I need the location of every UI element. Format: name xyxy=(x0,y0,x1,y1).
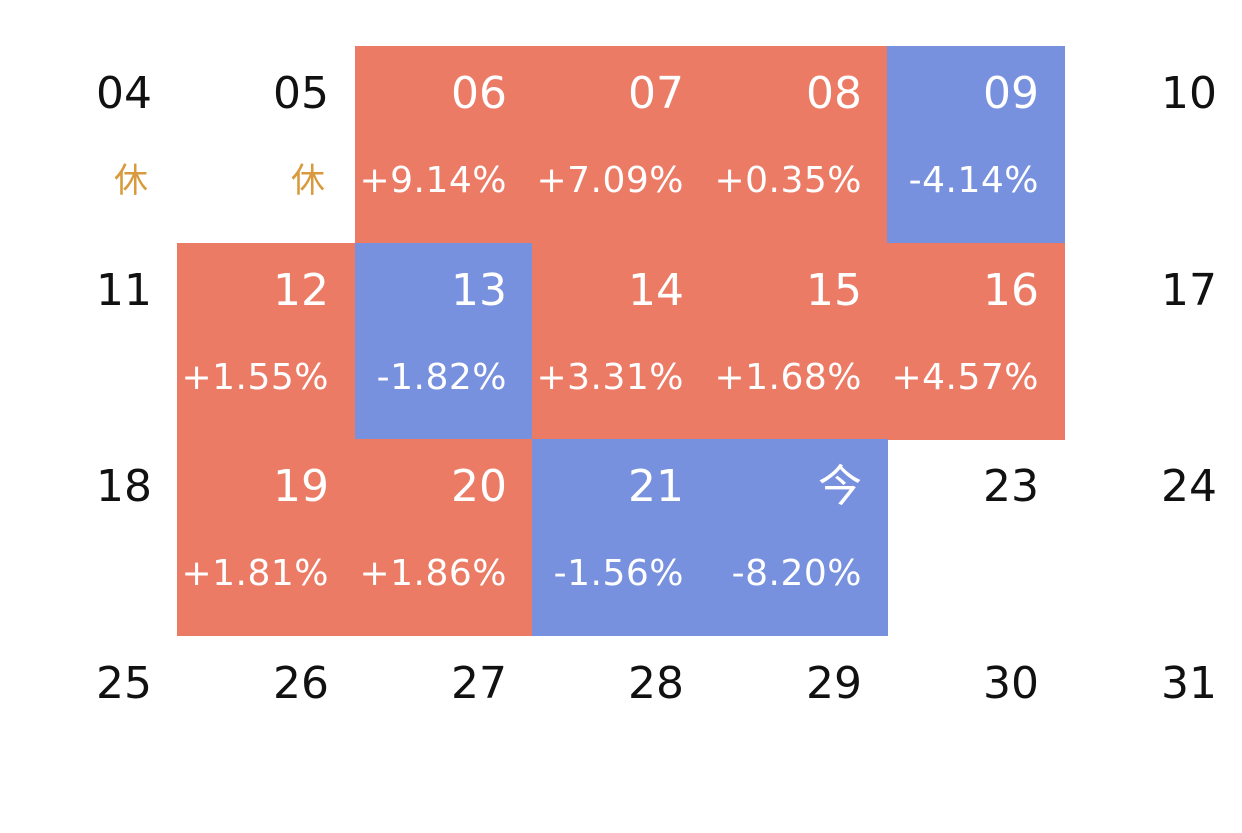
day-number: 28 xyxy=(628,658,684,709)
day-number: 21 xyxy=(628,461,684,512)
calendar-day-cell[interactable]: 11 xyxy=(0,243,178,440)
daily-change-value: +9.14% xyxy=(359,160,507,201)
calendar-day-cell[interactable]: 27 xyxy=(355,636,533,833)
calendar-day-cell[interactable]: 16 +4.57% xyxy=(887,243,1065,440)
calendar-day-cell[interactable]: 21 -1.56% xyxy=(532,439,710,636)
daily-change-value: +3.31% xyxy=(536,357,684,398)
calendar-day-cell[interactable]: 23 xyxy=(887,439,1065,636)
day-number: 26 xyxy=(273,658,329,709)
daily-change-value: -1.82% xyxy=(376,357,507,398)
calendar-grid: 04 休 05 休 06 +9.14% 07 +7.09% 08 +0.35% 09 -4.14% 10… xyxy=(0,46,1242,709)
calendar-day-cell[interactable]: 24 xyxy=(1065,439,1242,636)
day-number: 08 xyxy=(806,68,862,119)
day-number: 24 xyxy=(1161,461,1217,512)
calendar-day-cell[interactable]: 10 xyxy=(1065,46,1242,243)
calendar-day-cell[interactable]: 06 +9.14% xyxy=(355,46,533,243)
daily-change-value: +7.09% xyxy=(536,160,684,201)
calendar-day-cell[interactable]: 14 +3.31% xyxy=(532,243,710,440)
calendar-day-cell[interactable]: 17 xyxy=(1065,243,1242,440)
calendar-day-cell[interactable]: 30 xyxy=(887,636,1065,833)
daily-change-value: +1.68% xyxy=(714,357,862,398)
daily-change-value: +1.81% xyxy=(181,553,329,594)
calendar-day-cell[interactable]: 08 +0.35% xyxy=(710,46,888,243)
calendar-day-cell[interactable]: 20 +1.86% xyxy=(355,439,533,636)
day-number: 今 xyxy=(818,461,862,512)
day-number: 11 xyxy=(96,265,152,316)
day-number: 07 xyxy=(628,68,684,119)
day-number: 18 xyxy=(96,461,152,512)
daily-change-value: -8.20% xyxy=(731,553,862,594)
day-number: 29 xyxy=(806,658,862,709)
calendar-day-cell[interactable]: 13 -1.82% xyxy=(355,243,533,440)
day-number: 19 xyxy=(273,461,329,512)
daily-change-value: -4.14% xyxy=(908,160,1039,201)
day-number: 13 xyxy=(451,265,507,316)
day-number: 17 xyxy=(1161,265,1217,316)
calendar-day-cell[interactable]: 18 xyxy=(0,439,178,636)
calendar-day-cell[interactable]: 05 休 xyxy=(177,46,355,243)
day-number: 15 xyxy=(806,265,862,316)
day-number: 04 xyxy=(96,68,152,119)
day-number: 14 xyxy=(628,265,684,316)
holiday-rest-label: 休 xyxy=(291,161,325,201)
day-number: 20 xyxy=(451,461,507,512)
daily-change-value: +4.57% xyxy=(891,357,1039,398)
day-number: 12 xyxy=(273,265,329,316)
day-number: 25 xyxy=(96,658,152,709)
day-number: 10 xyxy=(1161,68,1217,119)
day-number: 31 xyxy=(1161,658,1217,709)
day-number: 16 xyxy=(983,265,1039,316)
calendar-day-cell[interactable]: 19 +1.81% xyxy=(177,439,355,636)
calendar-day-cell[interactable]: 04 休 xyxy=(0,46,178,243)
day-number: 27 xyxy=(451,658,507,709)
calendar-day-cell[interactable]: 12 +1.55% xyxy=(177,243,355,440)
day-number: 30 xyxy=(983,658,1039,709)
daily-change-value: +1.55% xyxy=(181,357,329,398)
calendar-day-cell[interactable]: 28 xyxy=(532,636,710,833)
day-number: 09 xyxy=(983,68,1039,119)
day-number: 23 xyxy=(983,461,1039,512)
calendar-day-cell[interactable]: 09 -4.14% xyxy=(887,46,1065,243)
daily-change-value: +1.86% xyxy=(359,553,507,594)
day-number: 05 xyxy=(273,68,329,119)
calendar-day-cell[interactable]: 今 -8.20% xyxy=(710,439,888,636)
calendar-day-cell[interactable]: 07 +7.09% xyxy=(532,46,710,243)
daily-change-value: -1.56% xyxy=(553,553,684,594)
calendar-day-cell[interactable]: 15 +1.68% xyxy=(710,243,888,440)
day-number: 06 xyxy=(451,68,507,119)
calendar-day-cell[interactable]: 29 xyxy=(710,636,888,833)
holiday-rest-label: 休 xyxy=(114,161,148,201)
calendar-day-cell[interactable]: 25 xyxy=(0,636,178,833)
calendar-day-cell[interactable]: 31 xyxy=(1065,636,1242,833)
daily-change-value: +0.35% xyxy=(714,160,862,201)
calendar-day-cell[interactable]: 26 xyxy=(177,636,355,833)
